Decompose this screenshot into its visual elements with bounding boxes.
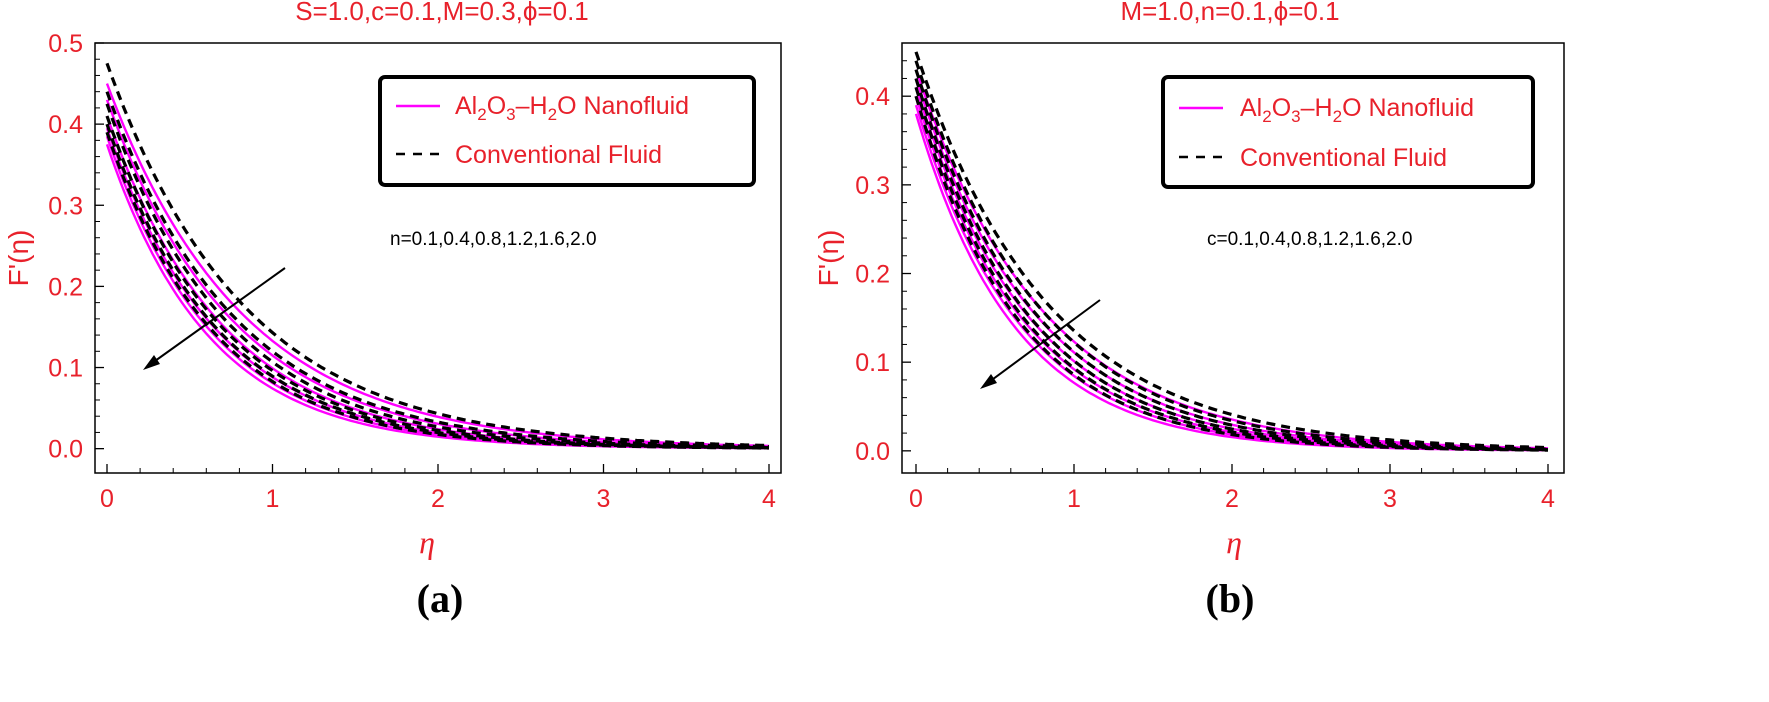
chart-b-xtick-label-3: 3	[1383, 485, 1397, 513]
chart-b-xtick-label-1: 1	[1067, 485, 1081, 513]
chart-a-ytick-label-0.5: 0.5	[48, 30, 83, 58]
chart-a-ticks: 0 1 2 3 4 0.0 0.1 0.2 0.3 0.4 0.5	[48, 30, 776, 513]
chart-b-parameter-annotation: c=0.1,0.4,0.8,1.2,1.6,2.0	[1207, 229, 1412, 250]
chart-b-ytick-label-0.3: 0.3	[855, 172, 890, 200]
chart-a-xlabel: η	[419, 524, 435, 560]
chart-b-trend-arrow	[984, 299, 1101, 386]
chart-b-legend-nano-label: Al2O3–H2O Nanofluid	[1240, 94, 1474, 126]
chart-a-xtick-label-1: 1	[266, 485, 280, 513]
chart-a-panel-label: (a)	[417, 576, 464, 621]
chart-a-series-conventional-curve-4	[105, 115, 770, 450]
chart-b-trend-arrowhead	[980, 374, 997, 389]
chart-a-series-conventional-curve-1	[105, 62, 770, 448]
chart-b-ticks: 0 1 2 3 4 0.0 0.1 0.2 0.3 0.4	[855, 42, 1555, 513]
chart-b-series-conventional-curve-2	[914, 60, 1549, 451]
chart-a-xtick-label-4: 4	[762, 485, 776, 513]
chart-b-frame	[901, 42, 1565, 474]
chart-a-series-conventional-curve-5	[105, 123, 770, 450]
chart-b-xtick-label-4: 4	[1541, 485, 1555, 513]
chart-a-plot-area	[105, 62, 770, 450]
chart-a-ytick-label-0.3: 0.3	[48, 192, 83, 220]
chart-b-ytick-label-0.0: 0.0	[855, 438, 890, 466]
chart-b-legend: Al2O3–H2O Nanofluid Conventional Fluid	[1161, 75, 1535, 189]
chart-b-ytick-label-0.4: 0.4	[855, 83, 890, 111]
chart-b-plot-area	[914, 51, 1549, 452]
chart-a-ytick-label-0.4: 0.4	[48, 111, 83, 139]
chart-b-series-conventional-curve-6	[914, 95, 1548, 452]
chart-b-series-conventional-curve-1	[914, 51, 1549, 450]
chart-a-legend-box	[378, 75, 756, 187]
chart-a-ytick-label-0.0: 0.0	[48, 436, 83, 464]
chart-b-legend-conventional-label: Conventional Fluid	[1240, 144, 1447, 172]
chart-b: M=1.0,n=0.1,ϕ=0.1 0 1 2 3 4 0.0 0.1 0.2 0.3 0.4 F…	[813, 0, 1565, 621]
chart-b-xlabel: η	[1226, 524, 1242, 560]
chart-a-xtick-label-2: 2	[431, 485, 445, 513]
chart-b-legend-box	[1161, 75, 1535, 189]
chart-a-ylabel: F'(η)	[3, 230, 34, 287]
chart-a-series-conventional-curve-6	[105, 131, 769, 450]
chart-b-ytick-label-0.1: 0.1	[855, 349, 890, 377]
chart-a-ytick-label-0.1: 0.1	[48, 355, 83, 383]
chart-b-ylabel: F'(η)	[813, 230, 844, 287]
chart-a-parameter-annotation: n=0.1,0.4,0.8,1.2,1.6,2.0	[390, 229, 597, 250]
chart-a-title: S=1.0,c=0.1,M=0.3,ϕ=0.1	[295, 0, 589, 26]
chart-a: S=1.0,c=0.1,M=0.3,ϕ=0.1 0 1 2 3 4 0.0 0.1 0.2 0.…	[3, 0, 782, 621]
chart-b-xtick-label-0: 0	[909, 485, 923, 513]
chart-b-xtick-label-2: 2	[1225, 485, 1239, 513]
chart-a-legend-nano-label: Al2O3–H2O Nanofluid	[455, 92, 689, 124]
chart-b-panel-label: (b)	[1206, 576, 1255, 621]
chart-a-xtick-label-0: 0	[100, 485, 114, 513]
chart-b-title: M=1.0,n=0.1,ϕ=0.1	[1120, 0, 1339, 26]
chart-a-legend: Al2O3–H2O Nanofluid Conventional Fluid	[378, 75, 756, 187]
chart-a-legend-conventional-label: Conventional Fluid	[455, 141, 662, 169]
chart-a-trend-arrowhead	[143, 355, 160, 370]
chart-b-series-conventional-curve-3	[914, 69, 1548, 451]
chart-a-xtick-label-3: 3	[597, 485, 611, 513]
chart-a-ytick-label-0.2: 0.2	[48, 273, 83, 301]
chart-a-trend-arrow	[147, 267, 286, 367]
chart-b-ytick-label-0.2: 0.2	[855, 261, 890, 289]
